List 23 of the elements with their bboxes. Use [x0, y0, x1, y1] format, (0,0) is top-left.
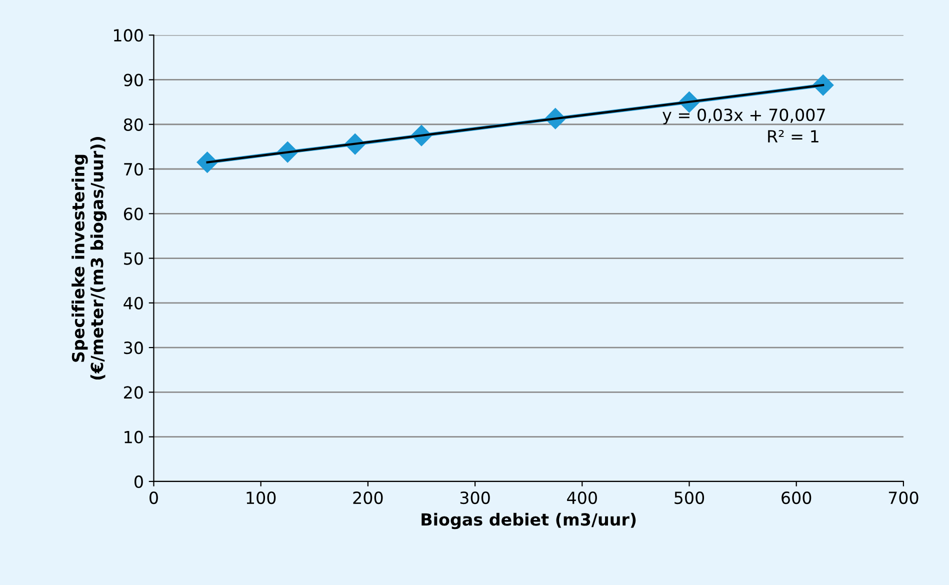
x-tick-label: 500 [674, 491, 704, 504]
y-tick-label: 60 [124, 208, 143, 220]
x-tick-label: 700 [888, 491, 918, 504]
y-tick-label: 80 [124, 118, 143, 131]
x-tick-label: 0 [150, 491, 158, 504]
y-tick-label: 100 [114, 29, 143, 42]
y-tick-label: 90 [124, 74, 143, 86]
y-tick-label: 10 [124, 430, 143, 444]
y-tick-label: 50 [124, 252, 143, 265]
annotation: R² = 1 [768, 130, 818, 142]
y-tick-label: 70 [124, 162, 143, 176]
x-tick-label: 300 [460, 491, 490, 504]
y-axis-title: Specifieke investering (€/meter/(m3 biogas/uur)) [72, 137, 107, 380]
x-tick-label: 600 [782, 491, 812, 504]
x-tick-label: 100 [246, 491, 276, 504]
x-axis-title: Biogas debiet (m3/uur) [422, 512, 636, 530]
x-tick-label: 400 [567, 491, 597, 504]
y-tick-label: 40 [124, 296, 143, 310]
x-tick-label: 200 [353, 491, 383, 504]
y-tick-label: 0 [134, 475, 143, 488]
y-tick-label: 20 [124, 386, 143, 399]
y-tick-label: 30 [124, 342, 143, 354]
annotation: y = 0,03x + 70,007 [662, 108, 825, 124]
